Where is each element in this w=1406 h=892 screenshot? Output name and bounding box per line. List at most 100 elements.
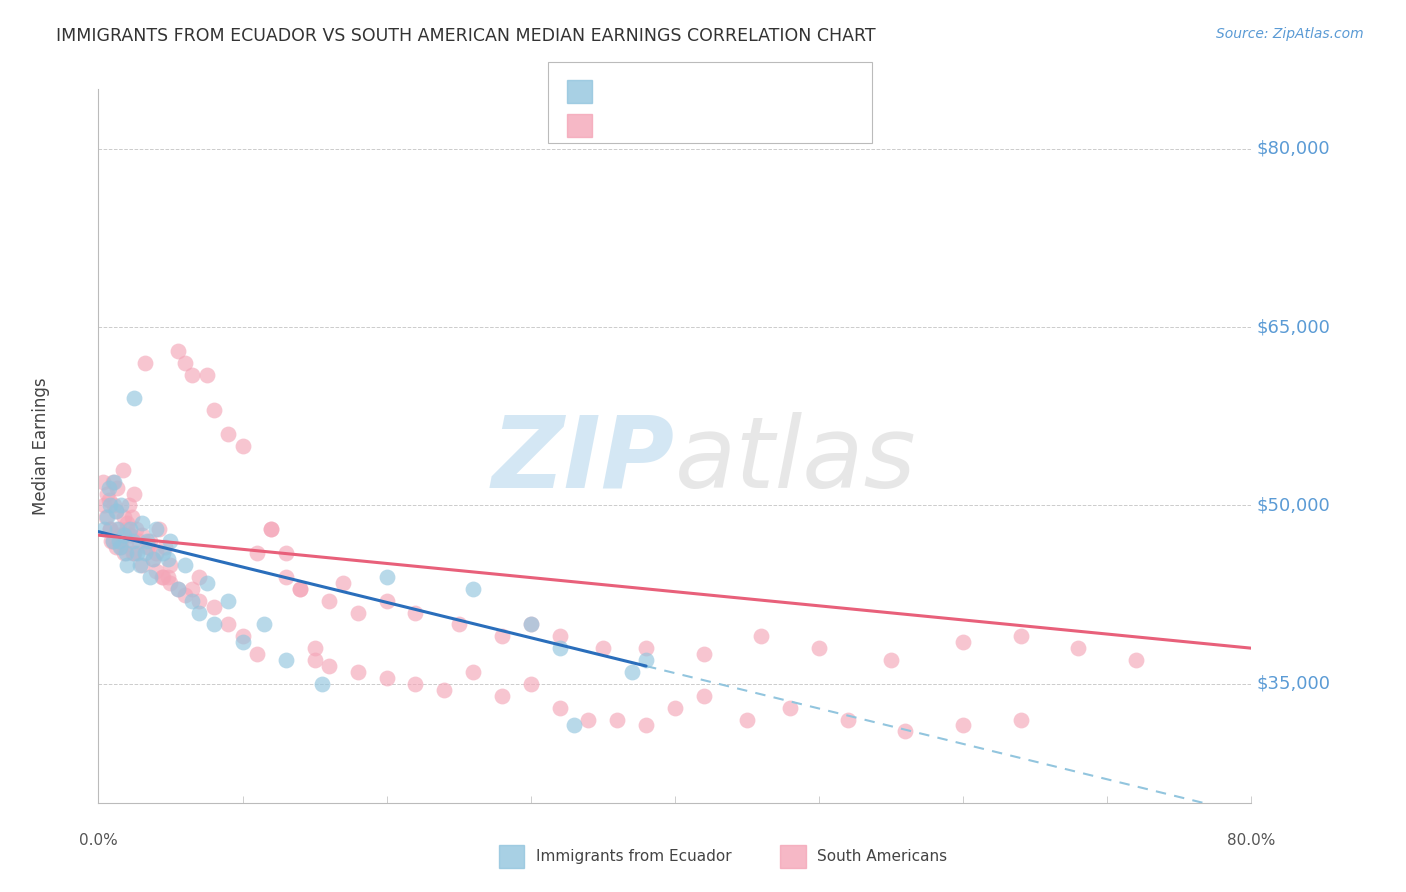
Text: R =: R = <box>602 83 638 101</box>
Point <box>125 522 148 536</box>
Text: ZIP: ZIP <box>492 412 675 508</box>
Point <box>405 606 427 620</box>
Point <box>693 647 716 661</box>
Point <box>108 528 131 542</box>
Point <box>1125 653 1147 667</box>
Point <box>142 552 165 566</box>
Point <box>246 546 269 560</box>
Point <box>520 677 543 691</box>
Point <box>127 546 149 560</box>
Point <box>491 689 513 703</box>
Point <box>131 528 153 542</box>
Point <box>1010 629 1032 643</box>
Point <box>735 713 758 727</box>
Point <box>100 534 122 549</box>
Point <box>153 540 176 554</box>
Point <box>202 403 225 417</box>
Point <box>202 617 225 632</box>
Text: $50,000: $50,000 <box>1257 497 1330 515</box>
Point <box>131 558 153 572</box>
Point <box>217 617 239 632</box>
Point <box>104 504 127 518</box>
Point <box>188 606 211 620</box>
Point <box>98 522 121 536</box>
Text: 46: 46 <box>763 83 786 101</box>
Point <box>136 534 159 549</box>
Point <box>375 671 398 685</box>
Point <box>110 540 132 554</box>
Point <box>97 481 120 495</box>
Point <box>346 606 368 620</box>
Point <box>134 546 156 560</box>
Point <box>217 593 239 607</box>
Point <box>124 546 146 560</box>
Point <box>152 546 174 560</box>
Text: 114: 114 <box>763 117 799 135</box>
Point <box>202 599 225 614</box>
Point <box>231 439 254 453</box>
Point <box>807 641 830 656</box>
Point <box>107 534 129 549</box>
Point <box>93 522 115 536</box>
Point <box>636 641 658 656</box>
Point <box>145 564 167 578</box>
Point <box>188 570 211 584</box>
Point <box>290 582 312 596</box>
Point <box>952 718 974 732</box>
Point <box>636 718 658 732</box>
Point <box>145 546 167 560</box>
Point <box>461 582 484 596</box>
Point <box>188 593 211 607</box>
Text: IMMIGRANTS FROM ECUADOR VS SOUTH AMERICAN MEDIAN EARNINGS CORRELATION CHART: IMMIGRANTS FROM ECUADOR VS SOUTH AMERICA… <box>56 27 876 45</box>
Point <box>108 540 131 554</box>
Point <box>274 570 297 584</box>
Point <box>332 575 354 590</box>
Point <box>447 617 470 632</box>
Point <box>103 475 125 489</box>
Text: Immigrants from Ecuador: Immigrants from Ecuador <box>536 849 731 863</box>
Point <box>136 540 159 554</box>
Point <box>520 617 543 632</box>
Point <box>166 582 188 596</box>
Point <box>111 463 134 477</box>
Point <box>231 629 254 643</box>
Point <box>107 522 129 536</box>
Text: $35,000: $35,000 <box>1257 675 1331 693</box>
Point <box>156 552 179 566</box>
Point <box>122 546 145 560</box>
Point <box>636 653 658 667</box>
Point <box>103 499 125 513</box>
Point <box>246 647 269 661</box>
Point <box>98 499 121 513</box>
Point <box>181 593 204 607</box>
Point <box>156 570 179 584</box>
Point <box>97 492 120 507</box>
Text: South Americans: South Americans <box>817 849 948 863</box>
Point <box>145 522 167 536</box>
Point <box>837 713 859 727</box>
Point <box>93 499 115 513</box>
Point <box>104 504 127 518</box>
Point <box>304 641 326 656</box>
Point <box>159 558 181 572</box>
Point <box>124 392 146 406</box>
Point <box>118 499 141 513</box>
Point <box>110 499 132 513</box>
Text: $80,000: $80,000 <box>1257 140 1330 158</box>
Point <box>105 522 128 536</box>
Point <box>1067 641 1090 656</box>
Point <box>104 540 127 554</box>
Point <box>120 522 142 536</box>
Point <box>578 713 600 727</box>
Point <box>139 570 162 584</box>
Point <box>117 558 138 572</box>
Point <box>195 575 218 590</box>
Point <box>491 629 513 643</box>
Point <box>693 689 716 703</box>
Point <box>122 534 145 549</box>
Point <box>94 510 117 524</box>
Point <box>1010 713 1032 727</box>
Point <box>98 522 121 536</box>
Point <box>101 475 124 489</box>
Point <box>139 534 162 549</box>
